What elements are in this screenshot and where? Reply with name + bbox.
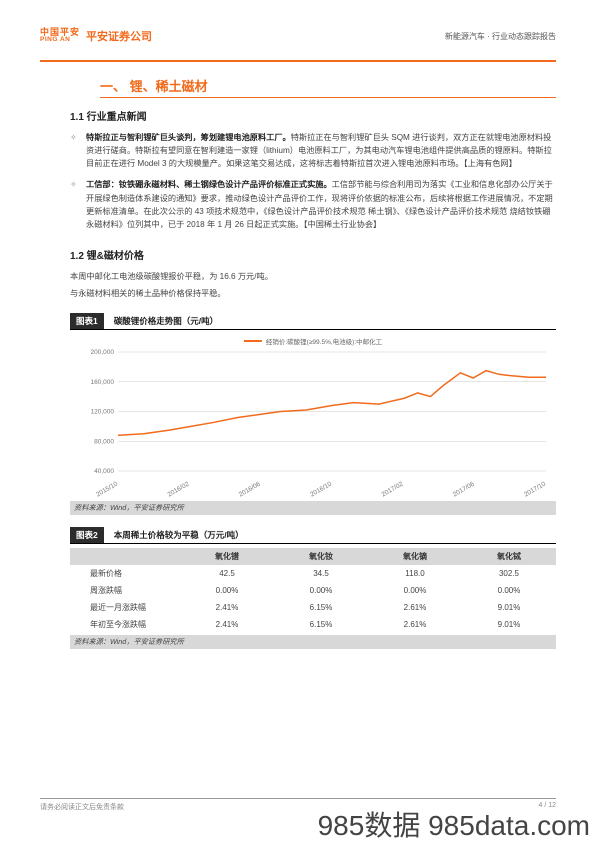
logo-main: 中国平安 PING AN [40, 28, 80, 44]
news-bullet-2: ✧ 工信部：钕铁硼永磁材料、稀土钢绿色设计产品评价标准正式实施。工信部节能与综合… [70, 178, 556, 231]
table-cell: 118.0 [368, 565, 462, 582]
report-page: 中国平安 PING AN 平安证券公司 新能源汽车 · 行业动态跟踪报告 一、 … [0, 0, 596, 842]
table-row: 最近一月涨跌幅2.41%6.15%2.61%9.01% [70, 599, 556, 616]
svg-text:120,000: 120,000 [91, 408, 115, 415]
table-cell: 2.41% [180, 599, 274, 616]
table-cell: 0.00% [368, 582, 462, 599]
table-cell: 最新价格 [70, 565, 180, 582]
chart1-header-line [70, 329, 556, 330]
table-cell: 2.61% [368, 599, 462, 616]
table-cell: 9.01% [462, 599, 556, 616]
section-1-title: 一、 锂、稀土磁材 [100, 76, 556, 98]
table-cell: 2.41% [180, 616, 274, 633]
table-cell: 年初至今涨跌幅 [70, 616, 180, 633]
page-header: 中国平安 PING AN 平安证券公司 新能源汽车 · 行业动态跟踪报告 [40, 28, 556, 44]
svg-text:2016/02: 2016/02 [166, 480, 190, 498]
bullet-2-lead: 工信部：钕铁硼永磁材料、稀土钢绿色设计产品评价标准正式实施。 [86, 180, 332, 189]
header-divider [40, 60, 556, 62]
svg-text:2016/10: 2016/10 [309, 480, 333, 498]
subhead-1-2: 1.2 锂&磁材价格 [70, 247, 556, 262]
news-bullet-1: ✧ 特斯拉正与智利锂矿巨头谈判，筹划建锂电池原料工厂。特斯拉正在与智利锂矿巨头 … [70, 131, 556, 170]
main-content: 一、 锂、稀土磁材 1.1 行业重点新闻 ✧ 特斯拉正与智利锂矿巨头谈判，筹划建… [70, 76, 556, 649]
footer-disclaimer: 请务必阅读正文后免责条款 [40, 802, 124, 812]
bullet-2-text: 工信部：钕铁硼永磁材料、稀土钢绿色设计产品评价标准正式实施。工信部节能与综合利用… [86, 178, 556, 231]
header-subtitle: 新能源汽车 · 行业动态跟踪报告 [445, 31, 556, 42]
price-table: 氧化镨氧化钕氧化镝氧化铽最新价格42.534.5118.0302.5周涨跌幅0.… [70, 548, 556, 633]
legend-line-icon [244, 340, 262, 342]
chart2-header-line [70, 543, 556, 544]
svg-text:2015/10: 2015/10 [95, 480, 119, 498]
bullet-1-lead: 特斯拉正与智利锂矿巨头谈判，筹划建锂电池原料工厂。 [86, 133, 291, 142]
price-para-1: 本周中邮化工电池级碳酸锂报价平稳，为 16.6 万元/吨。 [70, 270, 556, 284]
chart2-source: 资料来源：Wind，平安证券研究所 [70, 635, 556, 649]
chart2-label: 图表2 [70, 527, 104, 543]
diamond-icon: ✧ [70, 178, 86, 231]
price-para-2: 与永磁材料相关的稀土品种价格保持平稳。 [70, 287, 556, 301]
svg-text:2017/06: 2017/06 [452, 480, 476, 498]
svg-text:2017/10: 2017/10 [523, 480, 547, 498]
chart1-legend-text: 经销价:碳酸锂(≥99.5%,电池级):中邮化工 [266, 336, 382, 346]
table-cell: 42.5 [180, 565, 274, 582]
chart1-label: 图表1 [70, 313, 104, 329]
table-row: 最新价格42.534.5118.0302.5 [70, 565, 556, 582]
price-table-block: 氧化镨氧化钕氧化镝氧化铽最新价格42.534.5118.0302.5周涨跌幅0.… [70, 548, 556, 633]
table-cell: 6.15% [274, 599, 368, 616]
svg-text:2017/02: 2017/02 [380, 480, 404, 498]
logo-group: 中国平安 PING AN 平安证券公司 [40, 28, 152, 44]
chart1-legend: 经销价:碳酸锂(≥99.5%,电池级):中邮化工 [244, 336, 382, 346]
table-header: 氧化镝 [368, 548, 462, 565]
svg-text:80,000: 80,000 [94, 438, 114, 445]
table-cell: 302.5 [462, 565, 556, 582]
table-cell: 0.00% [462, 582, 556, 599]
subhead-1-1: 1.1 行业重点新闻 [70, 108, 556, 123]
chart2-caption: 本周稀土价格较为平稳（万元/吨） [104, 529, 244, 541]
table-cell: 0.00% [274, 582, 368, 599]
chart2-title-bar: 图表2 本周稀土价格较为平稳（万元/吨） [70, 527, 556, 543]
table-header [70, 548, 180, 565]
table-header: 氧化钕 [274, 548, 368, 565]
table-row: 周涨跌幅0.00%0.00%0.00%0.00% [70, 582, 556, 599]
chart1-caption: 碳酸锂价格走势图（元/吨） [104, 315, 218, 327]
svg-text:2016/06: 2016/06 [238, 480, 262, 498]
chart1-svg: 40,000 80,000 120,000 160,000 200,000 2015/10… [70, 334, 556, 499]
logo-en-text: PING AN [40, 37, 80, 44]
chart1-title-bar: 图表1 碳酸锂价格走势图（元/吨） [70, 313, 556, 329]
svg-text:200,000: 200,000 [91, 349, 115, 356]
chart1-source: 资料来源：Wind，平安证券研究所 [70, 501, 556, 515]
watermark: 985数据 985data.com [318, 804, 590, 844]
table-cell: 9.01% [462, 616, 556, 633]
svg-text:160,000: 160,000 [91, 379, 115, 386]
table-cell: 6.15% [274, 616, 368, 633]
table-header: 氧化铽 [462, 548, 556, 565]
diamond-icon: ✧ [70, 131, 86, 170]
chart1-area: 经销价:碳酸锂(≥99.5%,电池级):中邮化工 40,000 80,000 120… [70, 334, 556, 499]
logo-company: 平安证券公司 [86, 28, 152, 44]
table-cell: 最近一月涨跌幅 [70, 599, 180, 616]
svg-text:40,000: 40,000 [94, 468, 114, 475]
bullet-1-text: 特斯拉正与智利锂矿巨头谈判，筹划建锂电池原料工厂。特斯拉正在与智利锂矿巨头 SQ… [86, 131, 556, 170]
table-header: 氧化镨 [180, 548, 274, 565]
table-cell: 34.5 [274, 565, 368, 582]
table-row: 年初至今涨跌幅2.41%6.15%2.61%9.01% [70, 616, 556, 633]
table-cell: 2.61% [368, 616, 462, 633]
table-cell: 周涨跌幅 [70, 582, 180, 599]
table-cell: 0.00% [180, 582, 274, 599]
